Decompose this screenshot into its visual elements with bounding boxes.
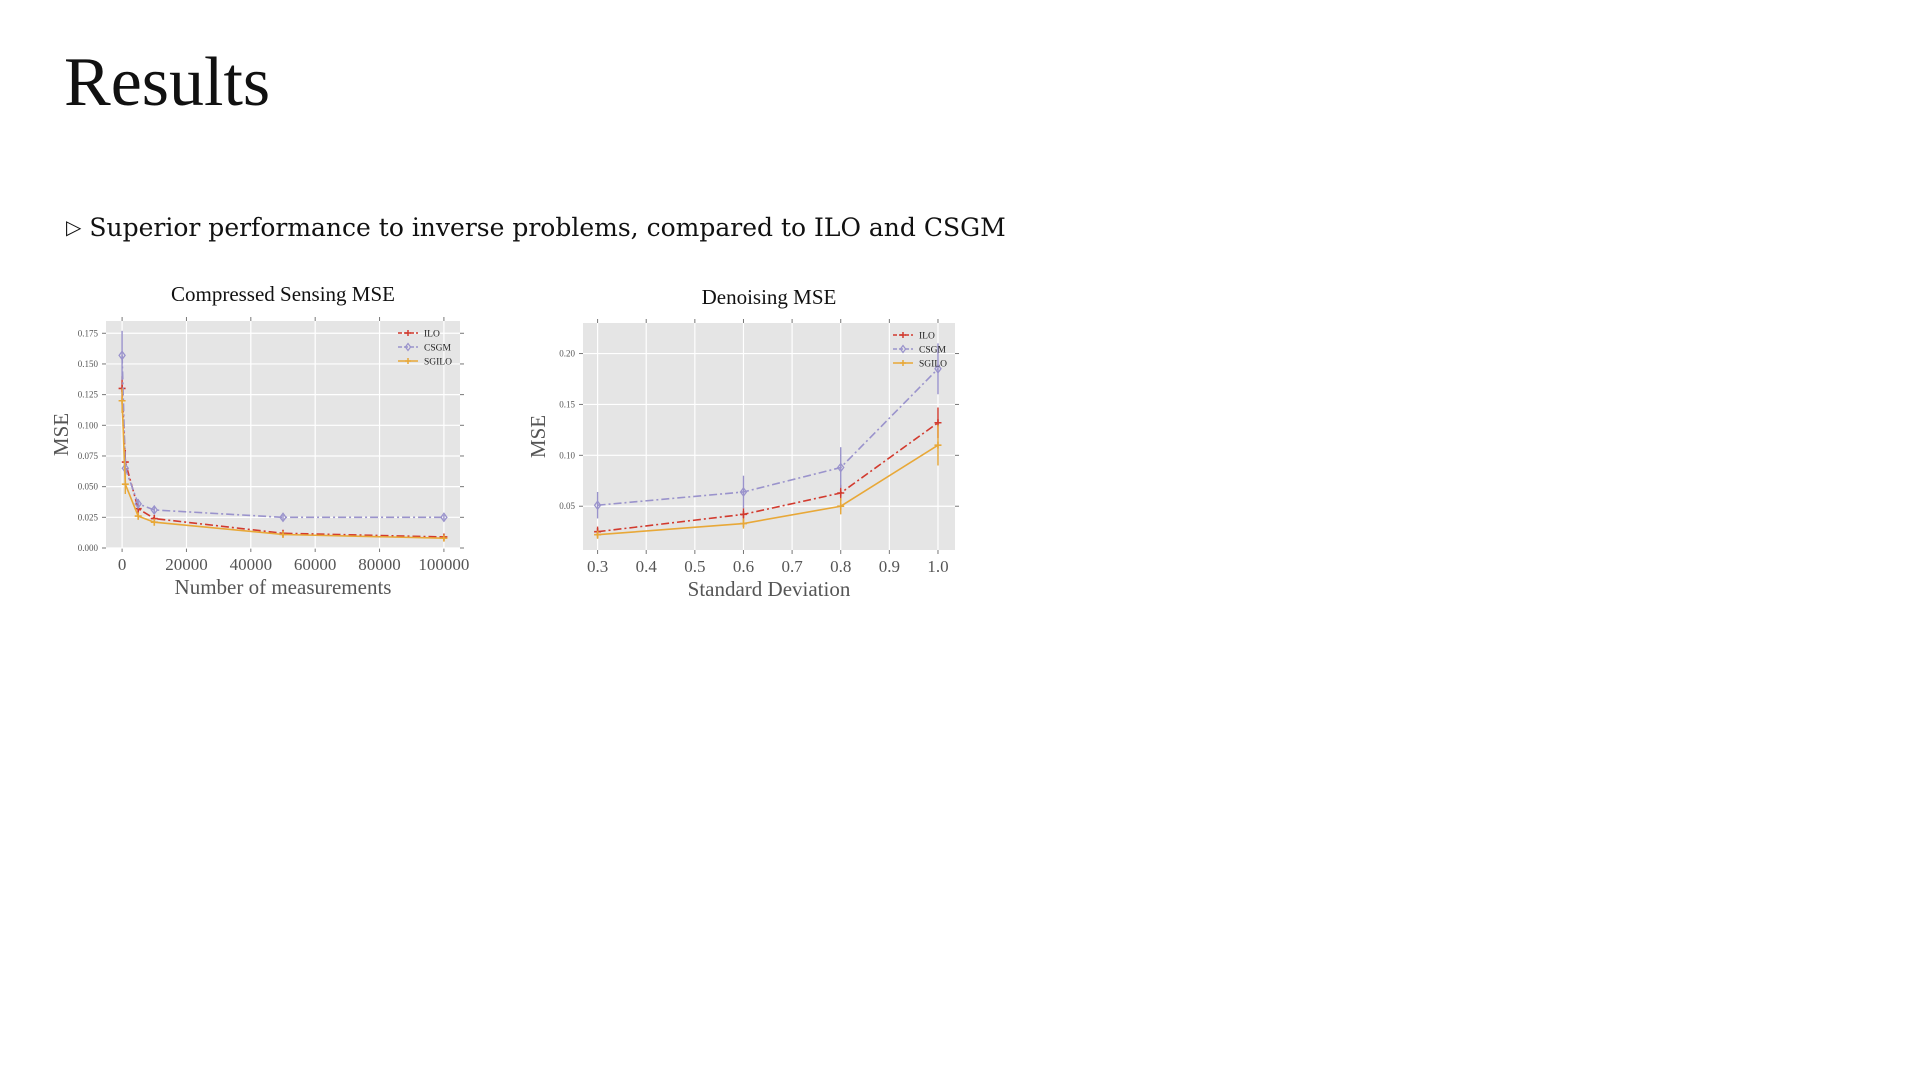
legend-label-csgm: CSGM: [919, 346, 946, 356]
data-point-ilo: [739, 510, 747, 518]
data-point-sgilo: [739, 520, 747, 528]
series-line-sgilo: [597, 444, 939, 536]
bullet-point: ▷ Superior performance to inverse problem…: [66, 213, 1006, 242]
legend-label-sgilo: SGILO: [919, 360, 947, 370]
data-point-sgilo: [279, 531, 287, 539]
data-point-sgilo: [150, 518, 158, 526]
x-tick-label: 0.5: [684, 557, 705, 576]
legend-marker-csgm: [404, 342, 412, 352]
data-point-csgm: [440, 512, 448, 523]
y-tick-label: 0.100: [78, 420, 99, 430]
x-axis-label: Number of measurements: [175, 575, 392, 599]
legend-marker-ilo: [405, 330, 411, 336]
data-point-sgilo: [594, 531, 602, 539]
x-tick-label: 0.6: [733, 557, 754, 576]
data-point-csgm: [118, 350, 126, 361]
data-point-csgm: [934, 363, 942, 374]
series-line-ilo: [597, 422, 939, 533]
data-point-csgm: [836, 462, 845, 473]
data-point-csgm: [593, 500, 602, 511]
data-point-sgilo: [440, 534, 448, 542]
x-tick-label: 0.3: [587, 557, 608, 576]
data-point-sgilo: [134, 512, 142, 520]
series-line-csgm: [597, 368, 939, 507]
legend-label-ilo: ILO: [424, 330, 440, 340]
data-point-sgilo: [121, 480, 129, 488]
x-tick-label: 0.7: [781, 557, 803, 576]
y-tick-label: 0.025: [78, 512, 99, 522]
legend-marker-ilo: [900, 332, 906, 338]
series-line-ilo: [121, 388, 444, 538]
x-tick-label: 0.8: [830, 557, 851, 576]
x-tick-label: 0: [118, 555, 127, 574]
slide-title: Results: [64, 44, 271, 121]
data-point-csgm: [150, 504, 159, 516]
x-tick-label: 0.4: [636, 557, 658, 576]
legend-label-sgilo: SGILO: [424, 358, 452, 368]
x-tick-label: 20000: [165, 555, 208, 574]
x-axis-label: Standard Deviation: [688, 577, 851, 601]
legend-label-csgm: CSGM: [424, 344, 451, 354]
y-tick-label: 0.125: [78, 390, 99, 400]
compressed-sensing-chart: Compressed Sensing MSE 0 20000 40000 60000 80…: [49, 282, 469, 599]
chart-title: Denoising MSE: [702, 285, 837, 309]
y-tick-label: 0.10: [559, 450, 575, 460]
data-point-sgilo: [934, 441, 942, 449]
x-tick-label: 0.9: [879, 557, 900, 576]
x-tick-label: 100000: [418, 555, 469, 574]
y-tick-label: 0.15: [559, 399, 575, 409]
data-point-csgm: [134, 498, 142, 509]
y-tick-label: 0.175: [78, 328, 99, 338]
y-tick-label: 0.20: [559, 349, 575, 359]
series-line-sgilo: [121, 400, 444, 539]
data-point-csgm: [279, 512, 287, 523]
legend-marker-sgilo: [900, 360, 906, 366]
y-tick-label: 0.150: [78, 359, 99, 369]
x-tick-label: 40000: [230, 555, 273, 574]
denoising-chart: Denoising MSE 0.3 0.4 0.5 0.6 0.7 0.8 0.9 1.0 0.0…: [526, 285, 959, 601]
legend-marker-sgilo: [405, 358, 411, 364]
y-tick-label: 0.05: [559, 501, 575, 511]
legend-marker-csgm: [899, 344, 907, 354]
x-tick-label: 60000: [294, 555, 337, 574]
y-axis-label: MSE: [49, 413, 73, 456]
legend-label-ilo: ILO: [919, 332, 935, 342]
y-axis-label: MSE: [526, 415, 550, 458]
data-point-ilo: [837, 489, 845, 497]
series-line-csgm: [121, 355, 444, 519]
bullet-marker-icon: ▷: [66, 215, 82, 239]
plot-area: [583, 323, 955, 550]
data-point-csgm: [739, 486, 748, 498]
x-tick-label: 80000: [358, 555, 401, 574]
y-tick-label: 0.000: [78, 543, 99, 553]
bullet-text: Superior performance to inverse problems…: [89, 213, 1006, 242]
y-tick-label: 0.050: [78, 482, 99, 492]
data-point-sgilo: [837, 502, 845, 510]
y-tick-label: 0.075: [78, 451, 99, 461]
chart-title: Compressed Sensing MSE: [171, 282, 395, 306]
x-tick-label: 1.0: [927, 557, 948, 576]
data-point-sgilo: [118, 397, 126, 405]
